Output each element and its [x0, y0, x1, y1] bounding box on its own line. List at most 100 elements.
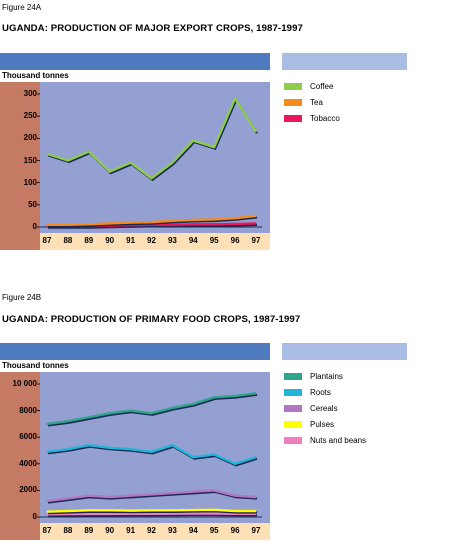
data-point — [234, 463, 236, 465]
data-point — [171, 444, 173, 446]
data-point — [171, 220, 173, 222]
data-point — [150, 493, 153, 495]
y-tick-label: 50 — [28, 199, 37, 209]
series-shadow — [47, 513, 257, 517]
legend-header-band — [282, 343, 407, 360]
figure-label: Figure 24B — [2, 293, 42, 302]
data-point — [171, 492, 173, 494]
legend-swatch — [284, 82, 302, 90]
y-tick-label: 2000 — [19, 485, 37, 495]
data-point — [255, 510, 257, 512]
data-point — [150, 412, 153, 414]
data-point — [130, 410, 132, 412]
data-point — [109, 509, 111, 511]
data-point — [150, 451, 153, 453]
data-point — [213, 512, 215, 515]
data-point — [46, 513, 48, 515]
x-tick-label: 88 — [63, 526, 73, 535]
data-point — [234, 97, 236, 100]
x-tick-label: 90 — [105, 526, 115, 535]
x-tick-label: 96 — [230, 526, 240, 535]
data-point — [150, 509, 153, 511]
y-tick-label: 150 — [23, 155, 37, 165]
data-point — [46, 451, 48, 453]
data-point — [234, 395, 236, 397]
x-tick-label: 92 — [147, 236, 156, 245]
data-point — [192, 223, 194, 225]
y-tick-label: 100 — [23, 177, 37, 187]
data-point — [67, 510, 69, 512]
legend-swatch — [284, 404, 302, 412]
legend-swatch — [284, 388, 302, 396]
data-point — [130, 510, 132, 512]
legend-swatch — [284, 436, 302, 444]
data-point — [109, 513, 111, 515]
y-axis-panel — [0, 82, 40, 250]
legend-item: Tea — [284, 96, 340, 108]
legend-item: Nuts and beans — [284, 434, 366, 446]
x-tick-label: 90 — [105, 236, 115, 245]
x-tick-label: 94 — [188, 526, 198, 535]
data-point — [213, 218, 215, 221]
data-point — [255, 496, 257, 498]
data-point — [171, 513, 173, 515]
data-point — [88, 513, 90, 515]
legend-item: Cereals — [284, 402, 366, 414]
data-point — [46, 500, 48, 502]
y-tick-label: 6000 — [19, 432, 37, 442]
data-point — [234, 510, 236, 512]
data-point — [171, 162, 173, 164]
data-point — [192, 219, 194, 221]
data-point — [150, 513, 153, 515]
x-axis-band — [40, 233, 270, 250]
legend-item: Plantains — [284, 370, 366, 382]
legend-label: Roots — [310, 387, 331, 397]
x-tick-label: 92 — [147, 526, 156, 535]
data-point — [88, 223, 90, 225]
data-point — [67, 224, 69, 226]
series-shadow — [47, 510, 257, 515]
data-point — [109, 447, 111, 449]
data-point — [255, 456, 257, 458]
data-point — [46, 511, 48, 513]
data-point — [88, 416, 90, 418]
data-point — [109, 222, 111, 225]
y-tick-label: 10 000 — [12, 379, 37, 388]
data-point — [67, 513, 69, 515]
x-tick-label: 87 — [42, 526, 52, 535]
y-unit-label: Thousand tonnes — [2, 361, 69, 370]
data-point — [67, 448, 69, 450]
data-point — [192, 509, 194, 511]
legend-label: Pulses — [310, 419, 335, 429]
data-point — [88, 444, 90, 446]
data-point — [213, 146, 215, 148]
x-tick-label: 95 — [209, 236, 219, 245]
x-axis-band — [40, 523, 270, 540]
legend-label: Tea — [310, 97, 323, 107]
data-point — [255, 215, 257, 217]
chart-title: UGANDA: PRODUCTION OF PRIMARY FOOD CROPS… — [2, 314, 301, 325]
legend-swatch — [284, 114, 302, 122]
legend-label: Plantains — [310, 371, 343, 381]
data-point — [130, 495, 132, 497]
data-point — [130, 448, 132, 450]
data-point — [67, 159, 69, 162]
x-tick-label: 93 — [167, 236, 177, 245]
data-point — [88, 151, 90, 153]
x-tick-label: 97 — [251, 526, 261, 535]
x-tick-label: 89 — [84, 236, 94, 245]
legend-item: Coffee — [284, 80, 340, 92]
series-shadow — [47, 97, 258, 182]
legend-swatch — [284, 372, 302, 380]
x-tick-label: 91 — [126, 236, 136, 245]
data-point — [88, 509, 90, 511]
y-tick-label: 300 — [23, 89, 37, 98]
legend-swatch — [284, 98, 302, 106]
legend-header-band — [282, 53, 407, 70]
y-tick-label: 0 — [32, 222, 37, 231]
figure-label: Figure 24A — [2, 3, 42, 12]
y-axis-panel — [0, 372, 40, 540]
y-tick-label: 4000 — [19, 458, 37, 468]
data-point — [192, 512, 194, 515]
